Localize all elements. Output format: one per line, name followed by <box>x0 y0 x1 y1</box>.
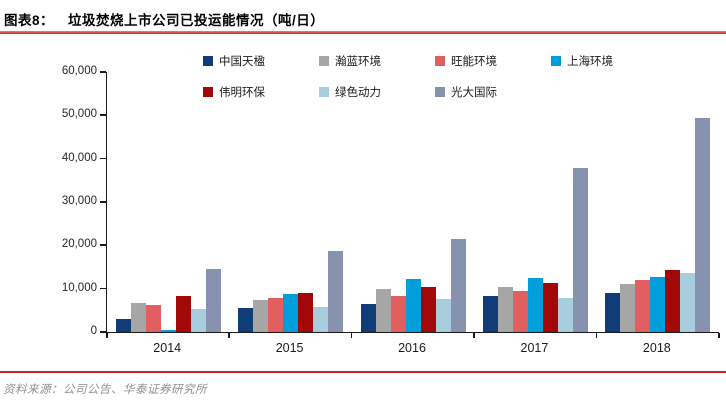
bar-旺能环境-2017 <box>512 291 528 332</box>
legend-item-2: 旺能环境 <box>435 53 551 69</box>
bar-旺能环境-2014 <box>145 304 161 332</box>
legend-item-3: 上海环境 <box>551 53 667 69</box>
footer-rule <box>0 371 726 373</box>
legend-item-0: 中国天楹 <box>203 53 319 69</box>
bar-光大国际-2016 <box>450 239 466 332</box>
y-tick-label: 40,000 <box>61 151 97 164</box>
bar-groups <box>107 72 719 332</box>
y-tick-label: 60,000 <box>61 65 97 77</box>
bar-上海环境-2014 <box>160 330 176 332</box>
x-tick-mark <box>350 333 353 338</box>
bar-瀚蓝环境-2014 <box>130 302 146 332</box>
bar-group-2016 <box>352 72 474 332</box>
bar-中国天楹-2015 <box>238 308 254 332</box>
y-tick-mark <box>100 201 106 203</box>
bar-group-2017 <box>474 72 596 332</box>
bar-上海环境-2017 <box>527 278 543 332</box>
y-tick-label: 30,000 <box>61 195 97 207</box>
bar-瀚蓝环境-2015 <box>253 299 269 332</box>
y-tick-label: 10,000 <box>61 281 97 294</box>
legend-item-4: 伟明环保 <box>203 84 319 100</box>
x-tick-label-2017: 2017 <box>520 341 549 355</box>
x-tick-label-2016: 2016 <box>398 341 426 355</box>
source-note: 资料来源：公司公告、华泰证券研究所 <box>3 382 207 396</box>
y-tick-mark <box>100 114 106 116</box>
y-tick-mark <box>100 331 106 333</box>
bar-上海环境-2018 <box>650 276 666 332</box>
y-tick-mark <box>100 244 106 246</box>
plot-area <box>106 72 719 333</box>
bar-上海环境-2015 <box>283 293 299 332</box>
figure-number: 图表8： <box>4 13 55 28</box>
bar-绿色动力-2017 <box>557 298 573 332</box>
bar-伟明环保-2014 <box>175 296 191 332</box>
bar-伟明环保-2018 <box>665 270 681 332</box>
legend-swatch-icon <box>435 87 445 97</box>
legend-label: 瀚蓝环境 <box>335 56 381 68</box>
bar-绿色动力-2014 <box>190 309 206 332</box>
bar-中国天楹-2016 <box>360 304 376 332</box>
x-tick-label-2015: 2015 <box>275 341 304 355</box>
bar-旺能环境-2016 <box>390 295 406 332</box>
legend-item-5: 绿色动力 <box>319 84 435 100</box>
legend-label: 旺能环境 <box>451 56 497 68</box>
bar-光大国际-2017 <box>572 167 588 332</box>
legend-swatch-icon <box>319 87 329 97</box>
x-tick-mark <box>718 333 720 338</box>
bar-中国天楹-2018 <box>605 293 621 332</box>
bar-旺能环境-2015 <box>268 297 284 332</box>
y-tick-mark <box>100 157 106 160</box>
bar-group-2014 <box>107 72 229 332</box>
bar-中国天楹-2014 <box>115 319 131 332</box>
header-rule <box>0 31 726 34</box>
bar-瀚蓝环境-2017 <box>497 286 513 332</box>
legend-label: 中国天楹 <box>219 56 265 68</box>
y-tick-label: 50,000 <box>61 108 97 121</box>
y-tick-mark <box>100 287 106 290</box>
bar-伟明环保-2016 <box>420 286 436 332</box>
bar-伟明环保-2017 <box>542 283 558 332</box>
x-axis-labels: 2014 2015 2016 2017 2018 <box>106 341 718 355</box>
bar-group-2018 <box>597 72 719 332</box>
bar-group-2015 <box>229 72 351 332</box>
bar-瀚蓝环境-2018 <box>620 284 636 332</box>
bar-瀚蓝环境-2016 <box>375 289 391 332</box>
y-tick-label: 20,000 <box>61 238 97 251</box>
figure-header: 图表8： 垃圾焚烧上市公司已投运能情况（吨/日） <box>4 9 324 29</box>
legend-label: 上海环境 <box>567 56 613 68</box>
chart-legend: 中国天楹 瀚蓝环境 旺能环境 上海环境伟明环保 绿色动力 光大国际 <box>203 53 667 100</box>
bar-中国天楹-2017 <box>482 296 498 332</box>
bar-旺能环境-2018 <box>635 279 651 332</box>
bar-光大国际-2014 <box>205 269 221 332</box>
legend-swatch-icon <box>551 56 561 66</box>
x-tick-mark <box>228 333 230 338</box>
x-tick-mark <box>106 333 108 338</box>
x-tick-label-2014: 2014 <box>153 341 182 355</box>
legend-swatch-icon <box>203 56 213 66</box>
legend-swatch-icon <box>203 87 213 97</box>
legend-label: 伟明环保 <box>219 87 265 99</box>
legend-swatch-icon <box>319 56 329 66</box>
y-tick-mark <box>100 71 106 73</box>
bar-光大国际-2018 <box>695 117 711 332</box>
legend-label: 光大国际 <box>451 87 497 99</box>
bar-绿色动力-2015 <box>313 307 329 332</box>
bar-绿色动力-2016 <box>435 298 451 332</box>
y-tick-label: 0 <box>90 325 97 337</box>
legend-swatch-icon <box>435 56 445 66</box>
x-tick-mark <box>473 333 475 338</box>
bar-光大国际-2015 <box>328 250 344 332</box>
x-tick-label-2018: 2018 <box>642 341 671 355</box>
legend-item-1: 瀚蓝环境 <box>319 53 435 69</box>
bar-伟明环保-2015 <box>298 292 314 332</box>
legend-label: 绿色动力 <box>335 87 381 99</box>
figure-title: 垃圾焚烧上市公司已投运能情况（吨/日） <box>68 13 325 28</box>
x-tick-mark <box>595 333 598 338</box>
bar-绿色动力-2018 <box>680 272 696 332</box>
bar-上海环境-2016 <box>405 278 421 332</box>
legend-item-6: 光大国际 <box>435 84 551 100</box>
